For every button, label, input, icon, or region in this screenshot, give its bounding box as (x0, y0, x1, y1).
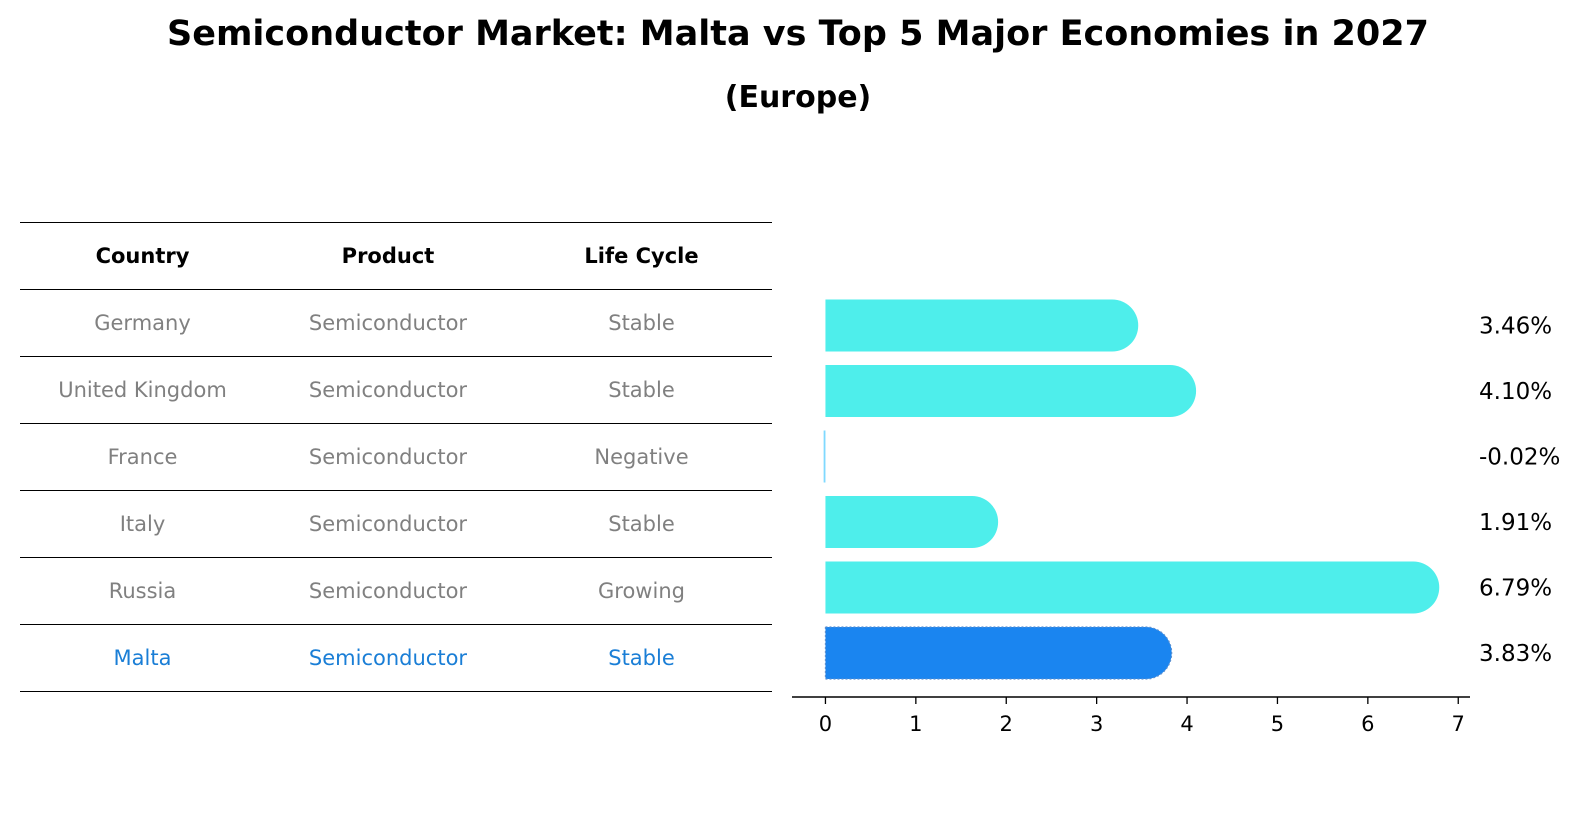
x-tick-label: 7 (1452, 712, 1465, 736)
cell-product: Semiconductor (265, 624, 511, 692)
bar (823, 430, 826, 483)
x-tick-label: 6 (1361, 712, 1374, 736)
table-row-highlighted: Malta Semiconductor Stable (20, 624, 772, 692)
table-row: France Semiconductor Negative (20, 423, 772, 491)
bar (825, 496, 999, 548)
cell-product: Semiconductor (265, 557, 511, 625)
cell-life-cycle: Stable (511, 289, 772, 357)
x-tick-label: 0 (819, 712, 832, 736)
cell-life-cycle: Growing (511, 557, 772, 625)
cell-country: Russia (20, 557, 265, 625)
cell-product: Semiconductor (265, 289, 511, 357)
bar (825, 365, 1197, 417)
cell-country: Germany (20, 289, 265, 357)
data-label: 4.10% (1479, 379, 1552, 405)
data-label: -0.02% (1479, 445, 1560, 471)
x-tick-label: 5 (1271, 712, 1284, 736)
bar-highlighted (824, 626, 1173, 680)
chart-title: Semiconductor Market: Malta vs Top 5 Maj… (167, 14, 1429, 54)
cell-product: Semiconductor (265, 423, 511, 491)
x-tick-label: 4 (1180, 712, 1193, 736)
x-tick-label: 3 (1090, 712, 1103, 736)
data-label: 3.46% (1479, 314, 1552, 340)
chart-subtitle: (Europe) (724, 80, 872, 115)
cell-country: Malta (20, 624, 265, 692)
header-product: Product (265, 222, 511, 290)
bar (825, 561, 1440, 614)
cell-country: Italy (20, 490, 265, 558)
cell-life-cycle: Stable (511, 490, 772, 558)
data-label: 6.79% (1479, 576, 1552, 602)
bar (825, 299, 1139, 352)
cell-country: France (20, 423, 265, 491)
country-table: Country Product Life Cycle Germany Semic… (20, 222, 772, 692)
x-tick-label: 1 (909, 712, 922, 736)
x-tick-label: 2 (1000, 712, 1013, 736)
table-row: Italy Semiconductor Stable (20, 490, 772, 558)
header-life-cycle: Life Cycle (511, 222, 772, 290)
table-row: United Kingdom Semiconductor Stable (20, 356, 772, 424)
header-country: Country (20, 222, 265, 290)
cell-life-cycle: Stable (511, 356, 772, 424)
cell-product: Semiconductor (265, 490, 511, 558)
table-header-row: Country Product Life Cycle (20, 222, 772, 290)
cell-product: Semiconductor (265, 356, 511, 424)
cell-life-cycle: Negative (511, 423, 772, 491)
table-row: Germany Semiconductor Stable (20, 289, 772, 357)
cell-country: United Kingdom (20, 356, 265, 424)
data-label: 1.91% (1479, 510, 1552, 536)
table-row: Russia Semiconductor Growing (20, 557, 772, 625)
data-label: 3.83% (1479, 641, 1552, 667)
cell-life-cycle: Stable (511, 624, 772, 692)
